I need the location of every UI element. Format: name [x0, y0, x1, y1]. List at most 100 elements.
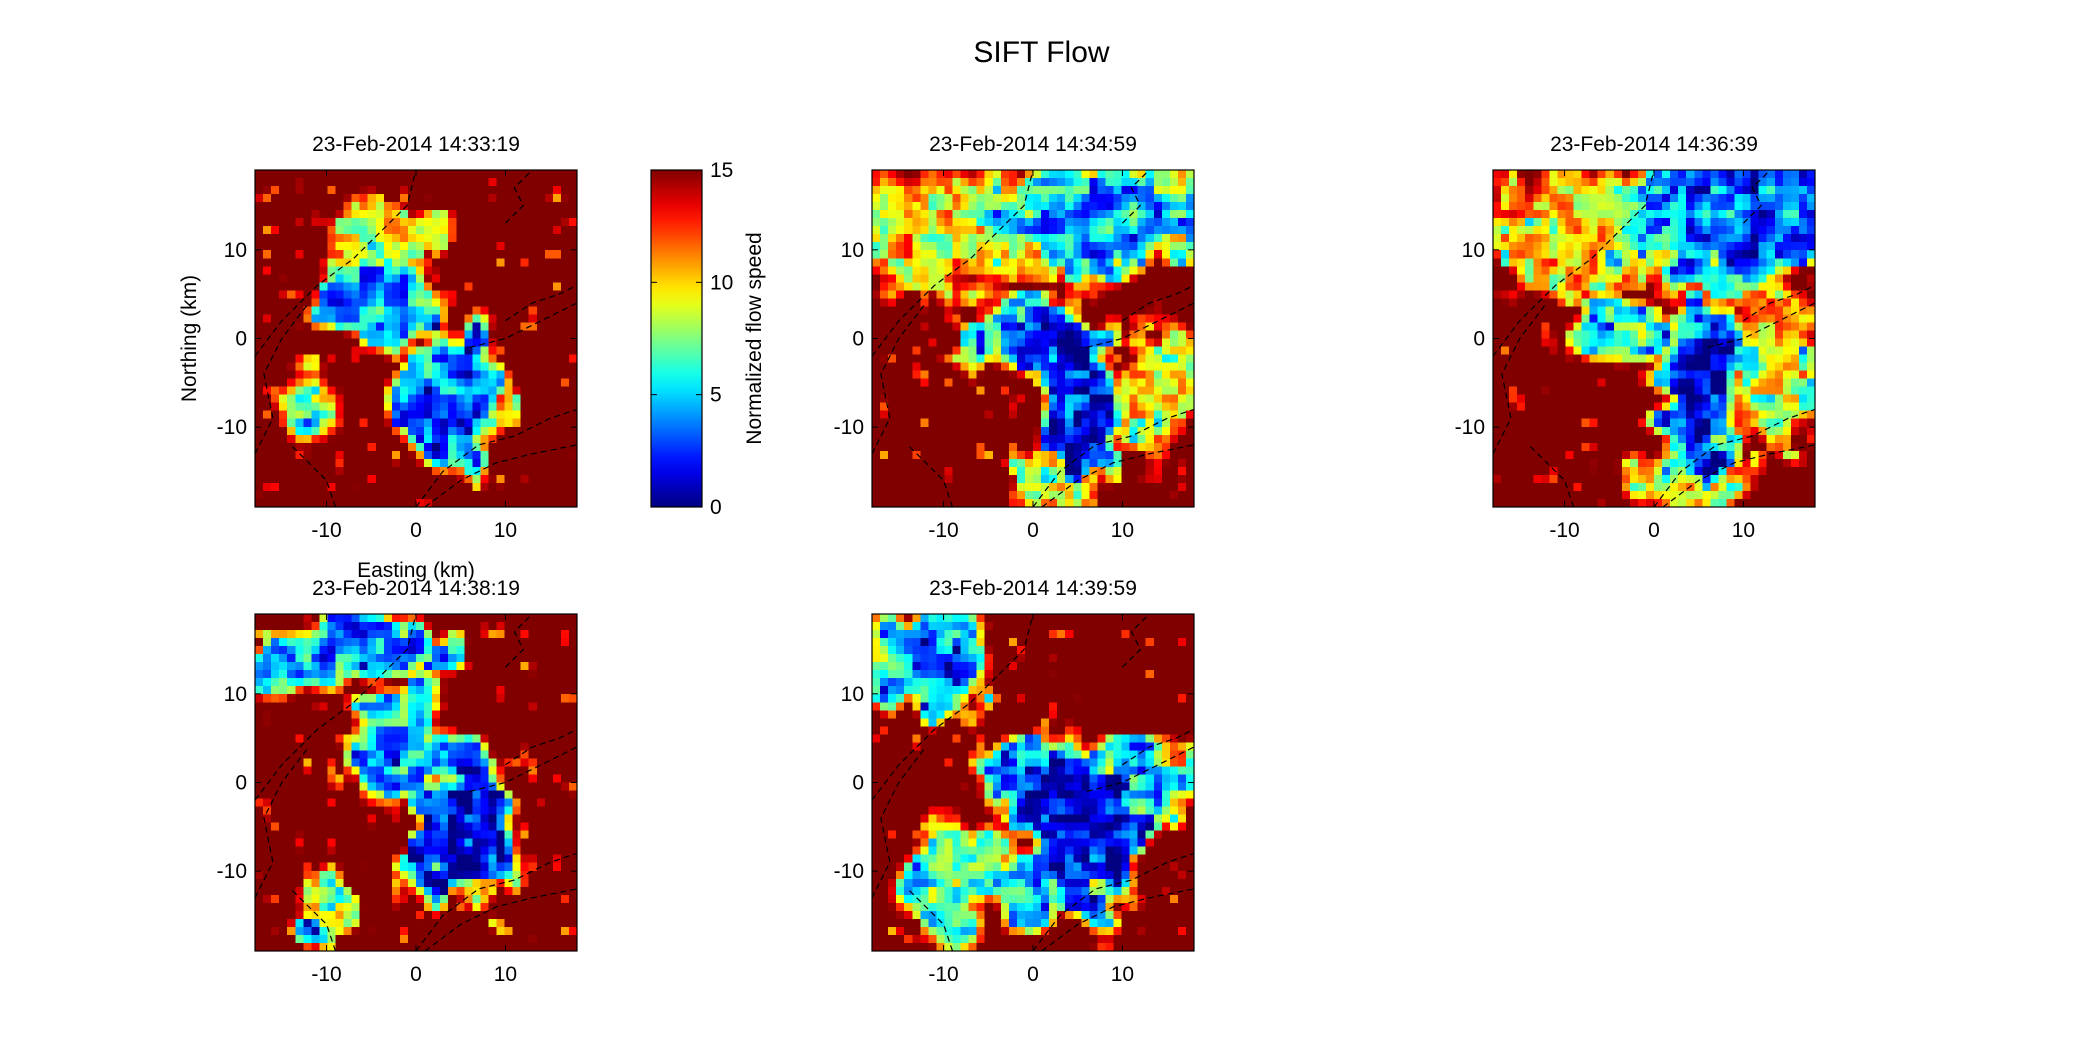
- heatmap-cell: [880, 482, 889, 492]
- heatmap-cell: [968, 346, 978, 356]
- heatmap-cell: [936, 274, 946, 283]
- heatmap-cell: [1613, 194, 1623, 203]
- heatmap-cell: [1758, 282, 1768, 291]
- heatmap-cell: [1573, 378, 1583, 388]
- heatmap-cell: [391, 234, 401, 243]
- heatmap-cell: [327, 210, 337, 219]
- heatmap-cell: [263, 466, 272, 476]
- heatmap-cell: [1161, 354, 1171, 364]
- heatmap-cell: [1525, 418, 1534, 428]
- heatmap-cell: [1024, 338, 1034, 348]
- heatmap-cell: [1041, 234, 1050, 243]
- heatmap-cell: [1549, 410, 1558, 420]
- heatmap-cell: [1065, 442, 1074, 452]
- heatmap-cell: [1597, 386, 1607, 396]
- heatmap-cell: [976, 450, 986, 460]
- heatmap-cell: [351, 378, 361, 388]
- heatmap-cell: [1041, 490, 1050, 500]
- heatmap-cell: [1057, 386, 1066, 396]
- heatmap-cell: [359, 250, 369, 259]
- heatmap-cell: [992, 242, 1002, 251]
- heatmap-cell: [1493, 250, 1502, 259]
- heatmap-cell: [1073, 498, 1082, 508]
- heatmap-cell: [335, 298, 345, 307]
- heatmap-cell: [1097, 178, 1107, 187]
- heatmap-cell: [1169, 186, 1179, 195]
- heatmap-cell: [1605, 234, 1615, 243]
- heatmap-cell: [1678, 434, 1687, 444]
- heatmap-cell: [255, 226, 264, 235]
- heatmap-cell: [1177, 482, 1187, 492]
- heatmap-cell: [504, 330, 514, 340]
- heatmap-cell: [1597, 274, 1607, 283]
- heatmap-cell: [1782, 322, 1792, 332]
- heatmap-cell: [992, 466, 1002, 476]
- heatmap-cell: [1016, 378, 1026, 388]
- heatmap-cell: [568, 402, 578, 412]
- heatmap-cell: [1129, 306, 1139, 316]
- heatmap-cell: [1702, 330, 1711, 340]
- heatmap-cell: [1605, 218, 1615, 227]
- heatmap-cell: [343, 498, 353, 508]
- heatmap-cell: [1557, 210, 1567, 219]
- heatmap-cell: [311, 234, 320, 243]
- heatmap-cell: [984, 290, 994, 299]
- heatmap-cell: [295, 242, 304, 251]
- heatmap-cell: [1565, 482, 1575, 492]
- heatmap-cell: [1033, 202, 1042, 211]
- heatmap-cell: [1637, 338, 1647, 348]
- heatmap-cell: [896, 362, 905, 372]
- heatmap-cell: [1073, 218, 1082, 227]
- heatmap-cell: [1113, 234, 1123, 243]
- heatmap-cell: [560, 418, 570, 428]
- heatmap-cell: [1105, 338, 1115, 348]
- heatmap-cell: [528, 266, 538, 275]
- heatmap-cell: [536, 442, 546, 452]
- heatmap-cell: [1629, 346, 1639, 356]
- heatmap-cell: [896, 242, 905, 251]
- heatmap-cell: [464, 186, 473, 195]
- heatmap-cell: [1686, 378, 1695, 388]
- heatmap-cell: [295, 346, 304, 356]
- heatmap-cell: [1597, 370, 1607, 380]
- heatmap-cell: [1605, 450, 1615, 460]
- heatmap-cell: [1105, 258, 1115, 267]
- heatmap-cell: [440, 194, 449, 203]
- heatmap-cell: [1000, 402, 1010, 412]
- heatmap-cell: [1654, 170, 1663, 179]
- heatmap-cell: [1137, 330, 1147, 340]
- heatmap-cell: [1629, 378, 1639, 388]
- heatmap-cell: [1581, 314, 1591, 324]
- heatmap-cell: [480, 338, 490, 348]
- heatmap-cell: [1016, 458, 1026, 468]
- heatmap-cell: [536, 346, 546, 356]
- heatmap-cell: [1081, 234, 1090, 243]
- heatmap-cell: [263, 498, 272, 508]
- heatmap-cell: [1185, 178, 1195, 187]
- heatmap-cell: [1065, 418, 1074, 428]
- heatmap-cell: [1097, 482, 1107, 492]
- heatmap-cell: [1113, 482, 1123, 492]
- heatmap-cell: [1621, 418, 1631, 428]
- heatmap-cell: [1790, 186, 1800, 195]
- heatmap-cell: [263, 402, 272, 412]
- heatmap-cell: [1509, 378, 1518, 388]
- heatmap-cell: [1509, 202, 1518, 211]
- heatmap-cell: [1493, 266, 1502, 275]
- heatmap-cell: [343, 490, 353, 500]
- heatmap-cell: [1105, 242, 1115, 251]
- heatmap-cell: [456, 250, 465, 259]
- heatmap-cell: [1089, 290, 1098, 299]
- heatmap-cell: [952, 314, 962, 324]
- heatmap-cell: [1137, 226, 1147, 235]
- heatmap-cell: [1589, 226, 1599, 235]
- heatmap-cell: [984, 426, 994, 436]
- heatmap-cell: [520, 498, 530, 508]
- heatmap-cell: [1057, 394, 1066, 404]
- heatmap-cell: [1137, 426, 1147, 436]
- heatmap-cell: [464, 226, 473, 235]
- heatmap-cell: [432, 378, 441, 388]
- heatmap-cell: [992, 250, 1002, 259]
- heatmap-cell: [1798, 354, 1808, 364]
- heatmap-cell: [480, 202, 490, 211]
